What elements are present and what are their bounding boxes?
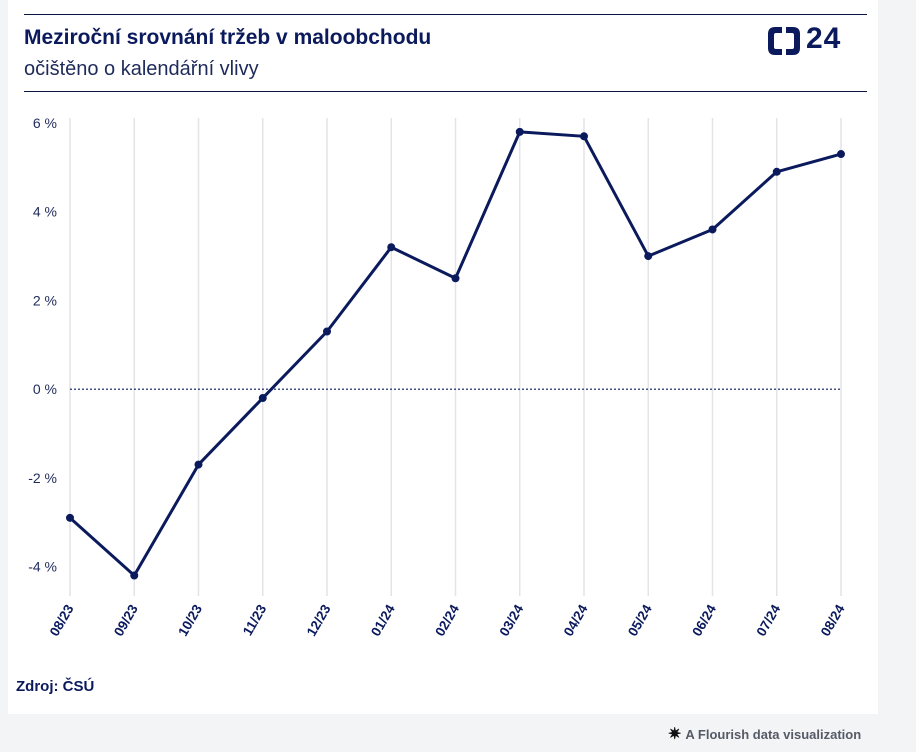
data-point-02-24 [451, 274, 460, 283]
x-tick-label: 02/24 [432, 602, 462, 639]
data-point-12-23 [323, 327, 331, 336]
x-tick-label: 06/24 [689, 602, 719, 639]
chart-subtitle: očištěno o kalendářní vlivy [24, 58, 259, 80]
x-tick-label: 09/23 [111, 602, 141, 639]
ct24-logo: 24 [766, 22, 862, 58]
line-chart: 6 % 4 % 2 % 0 % -2 % -4 % 08/23 09/23 10/23 11/23… [28, 115, 848, 639]
y-tick-label: 6 % [33, 115, 57, 131]
data-point-04-24 [580, 132, 588, 141]
x-tick-label: 03/24 [496, 602, 526, 639]
x-tick-label: 08/24 [818, 602, 848, 639]
flourish-credit[interactable]: ✷ A Flourish data visualization [668, 724, 861, 744]
data-point-03-24 [515, 127, 524, 136]
x-tick-label: 04/24 [561, 602, 591, 639]
data-point-09-23 [130, 571, 139, 580]
chart-card: Meziroční srovnání tržeb v maloobchodu o… [8, 0, 878, 714]
x-tick-label: 05/24 [625, 602, 655, 639]
x-tick-label: 11/23 [240, 602, 270, 639]
y-tick-label: -2 % [28, 470, 57, 486]
x-tick-label: 01/24 [368, 602, 398, 639]
x-tick-label: 10/23 [175, 602, 205, 639]
data-point-10-23 [194, 460, 203, 469]
data-point-08-23 [66, 513, 74, 522]
data-point-05-24 [644, 252, 653, 261]
y-tick-label: 0 % [33, 381, 57, 397]
header-bottom-rule [24, 91, 867, 92]
x-tick-label: 12/23 [304, 602, 334, 639]
logo-text: 24 [806, 22, 842, 55]
data-point-06-24 [708, 225, 717, 234]
y-tick-label: 4 % [33, 204, 57, 220]
source-note: Zdroj: ČSÚ [16, 678, 95, 695]
data-point-08-24 [837, 150, 845, 159]
x-tick-label: 07/24 [753, 602, 783, 639]
data-point-07-24 [772, 167, 781, 176]
flourish-label: A Flourish data visualization [685, 726, 862, 742]
data-point-01-24 [387, 243, 396, 252]
chart-title: Meziroční srovnání tržeb v maloobchodu [24, 26, 432, 49]
x-tick-label: 08/23 [47, 602, 77, 639]
header-top-rule [24, 14, 867, 15]
flourish-star-icon: ✷ [668, 726, 682, 743]
data-point-11-23 [258, 394, 267, 403]
y-tick-label: -4 % [28, 559, 57, 575]
y-tick-label: 2 % [33, 292, 57, 308]
ct-logo-icon [768, 27, 800, 55]
